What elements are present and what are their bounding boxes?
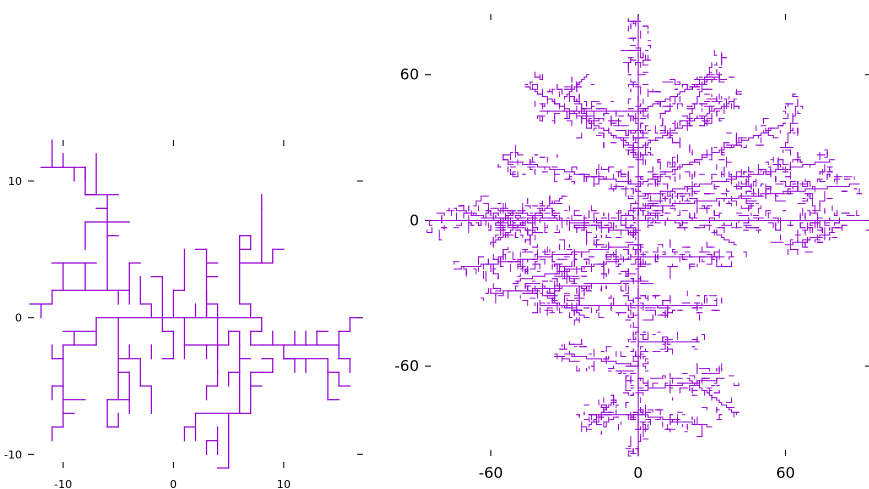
left-dla-plot: -10 0 10 -10 0 10 — [4, 139, 363, 489]
right-x-tick-label: 60 — [776, 464, 795, 482]
right-x-tick-label: 0 — [633, 464, 643, 482]
right-aggregate — [426, 15, 869, 457]
left-axes: -10 0 10 -10 0 10 — [4, 140, 363, 489]
left-y-tick-label: 10 — [8, 175, 22, 188]
right-x-tick-label: -60 — [479, 464, 504, 482]
right-y-tick-label: 60 — [400, 66, 419, 84]
right-axes: -60 0 60 -60 0 60 — [395, 14, 869, 482]
left-y-tick-label: -10 — [4, 448, 22, 461]
right-dla-plot: -60 0 60 -60 0 60 — [395, 14, 869, 482]
left-x-tick-label: -10 — [54, 478, 72, 489]
left-y-tick-label: 0 — [15, 312, 22, 325]
right-y-tick-label: -60 — [395, 357, 420, 375]
left-aggregate — [29, 139, 362, 469]
left-x-tick-label: 0 — [170, 478, 177, 489]
left-x-tick-label: 10 — [277, 478, 291, 489]
right-y-tick-label: 0 — [409, 211, 419, 229]
